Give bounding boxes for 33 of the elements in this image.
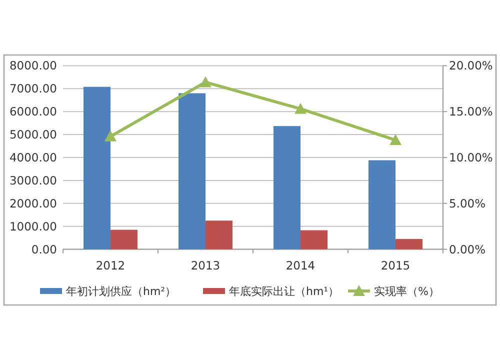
- point: [390, 134, 402, 146]
- y2-tick-label: 0.00%: [449, 242, 486, 256]
- point: [294, 102, 306, 114]
- bar: [368, 160, 396, 250]
- y-tick-label: 4000.00: [9, 150, 57, 164]
- y2-tick-label: 5.00%: [449, 196, 486, 210]
- bar: [84, 86, 110, 250]
- legend-label: 实现率（%）: [374, 285, 440, 298]
- y-tick-label: 2000.00: [9, 196, 57, 210]
- legend-label: 年底实际出让（hm¹）: [229, 285, 340, 298]
- bar: [178, 93, 206, 250]
- y-tick-label: 1000.00: [9, 219, 57, 234]
- y-tick-label: 0.00: [31, 242, 57, 256]
- y-tick-label: 5000.00: [9, 128, 57, 142]
- bar: [300, 230, 328, 250]
- y2-tick-label: 10.00%: [449, 150, 493, 164]
- bar: [110, 230, 138, 250]
- bar: [206, 220, 232, 250]
- x-tick-label: 2014: [286, 258, 316, 272]
- bar: [274, 126, 300, 250]
- x-tick-label: 2013: [190, 258, 220, 272]
- y-tick-label: 7000.00: [9, 82, 57, 96]
- y2-tick-label: 20.00%: [449, 58, 493, 73]
- legend-label: 年初计划供应（hm²）: [66, 285, 176, 298]
- point: [200, 76, 212, 88]
- point: [104, 130, 116, 142]
- y-tick-label: 3000.00: [9, 173, 57, 188]
- x-tick-label: 2015: [380, 258, 410, 272]
- y-tick-label: 6000.00: [9, 104, 57, 119]
- bar: [396, 238, 422, 250]
- x-tick-label: 2012: [96, 258, 126, 272]
- y2-tick-label: 15.00%: [449, 104, 493, 119]
- y-tick-label: 8000.00: [9, 58, 57, 73]
